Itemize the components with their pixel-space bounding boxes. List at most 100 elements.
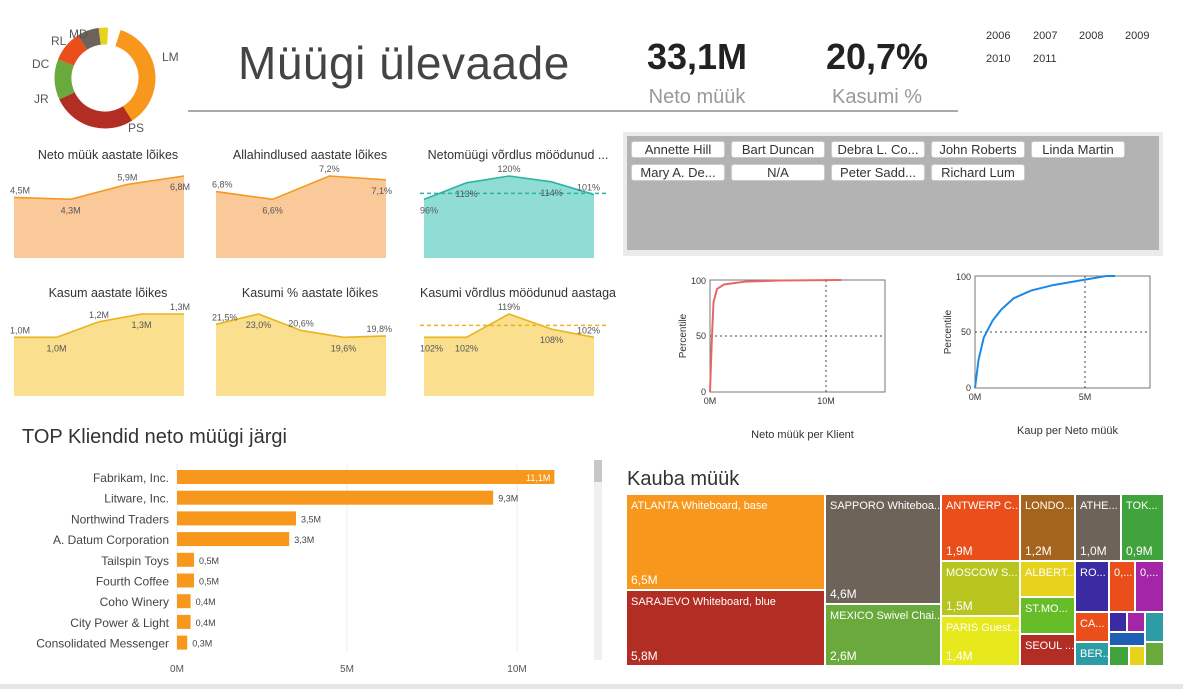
top-customers-svg: 0M 5M 10M Fabrikam, Inc. 11,1M Litware, Inc. 9… xyxy=(36,464,555,675)
treemap-cell-value: 0,9M xyxy=(1126,544,1153,558)
treemap-cell-11[interactable]: ST.MO... xyxy=(1020,597,1075,634)
percentile-svg-customer: 100 50 00M 10M Percentile Neto müük per Klien… xyxy=(678,276,886,441)
area-data-label: 102% xyxy=(455,343,478,353)
area-line xyxy=(423,175,595,201)
bar-value-label: 0,3M xyxy=(192,639,212,649)
slicer-item-richard-lum[interactable]: Richard Lum xyxy=(931,164,1025,181)
bar-category-label: Fourth Coffee xyxy=(96,575,169,589)
treemap-cell-14[interactable]: 0,... xyxy=(1109,561,1135,612)
year-2006[interactable]: 2006 xyxy=(986,30,1011,42)
ytick-50: 50 xyxy=(961,327,971,337)
slicer-item-john-roberts[interactable]: John Roberts xyxy=(931,141,1025,158)
area-chart-svg-1: 6,8% 6,6% 7,2% 7,1% xyxy=(212,164,392,258)
area-data-label: 6,8M xyxy=(170,182,190,192)
treemap-cell-name: CA... xyxy=(1080,618,1105,630)
treemap-cell-name: RO... xyxy=(1080,567,1106,579)
treemap-cell-10[interactable]: ALBERT... xyxy=(1020,561,1075,597)
bar-2 xyxy=(177,511,296,526)
treemap-cell-name: ATLANTA Whiteboard, base xyxy=(631,500,768,512)
area-chart-1[interactable]: Allahindlused aastate lõikes 6,8% 6,6% 7,2%… xyxy=(210,146,410,266)
area-data-label: 19,8% xyxy=(366,324,392,334)
treemap-cell-4[interactable]: ANTWERP C... 1,9M xyxy=(941,494,1020,561)
bar-value-label: 9,3M xyxy=(498,494,518,504)
y-axis-label: Percentile xyxy=(943,309,954,354)
donut-label-dc: DC xyxy=(32,57,50,71)
bar-category-label: A. Datum Corporation xyxy=(53,533,169,547)
scrollbar-thumb[interactable] xyxy=(594,460,602,482)
treemap-cell-13[interactable]: RO... xyxy=(1075,561,1109,612)
top-customers-scrollbar[interactable] xyxy=(594,460,602,660)
slicer-item-mary[interactable]: Mary A. De... xyxy=(631,164,725,181)
treemap-cell-small-5[interactable] xyxy=(1129,646,1145,666)
donut-slice-lm xyxy=(54,27,156,129)
percentile-chart-customer[interactable]: 100 50 0 0M 10M Percentile Neto müük per Klien… xyxy=(640,266,900,446)
top-customers-chart[interactable]: 0M 5M 10M Fabrikam, Inc. 11,1M Litware, Inc. 9… xyxy=(10,458,610,680)
ytick-100: 100 xyxy=(956,272,971,282)
slicer-item-debra[interactable]: Debra L. Co... xyxy=(831,141,925,158)
year-2007[interactable]: 2007 xyxy=(1033,30,1058,42)
bar-category-label: Coho Winery xyxy=(100,595,169,609)
top-customers-title: TOP Kliendid neto müügi järgi xyxy=(22,426,287,448)
bar-category-label: Fabrikam, Inc. xyxy=(93,471,169,485)
treemap-cell-name: ANTWERP C... xyxy=(946,500,1020,512)
donut-chart[interactable]: LM PS JR DC RL MD xyxy=(28,26,188,138)
donut-label-rl: RL xyxy=(51,34,67,48)
xtick: 0M xyxy=(704,396,717,406)
treemap-cell-9[interactable]: TOK... 0,9M xyxy=(1121,494,1164,561)
treemap-cell-1[interactable]: SARAJEVO Whiteboard, blue 5,8M xyxy=(626,590,825,666)
slicer-item-peter[interactable]: Peter Sadd... xyxy=(831,164,925,181)
year-2011[interactable]: 2011 xyxy=(1033,53,1057,65)
ytick-50: 50 xyxy=(696,331,706,341)
treemap-cell-12[interactable]: SEOUL ... xyxy=(1020,634,1075,666)
area-chart-2[interactable]: Netomüügi võrdlus möödunud ... 96% 113% 120… xyxy=(418,146,618,266)
treemap-cell-16[interactable]: CA... xyxy=(1075,612,1109,642)
year-2010[interactable]: 2010 xyxy=(986,53,1011,65)
area-chart-3[interactable]: Kasum aastate lõikes 1,0M 1,0M 1,2M 1,3M 1,3M xyxy=(8,284,208,404)
treemap-cell-8[interactable]: ATHE... 1,0M xyxy=(1075,494,1121,561)
treemap-cell-7[interactable]: LONDO... 1,2M xyxy=(1020,494,1075,561)
year-2008[interactable]: 2008 xyxy=(1079,30,1104,42)
area-fill xyxy=(216,176,386,258)
treemap-cell-small-2[interactable] xyxy=(1145,612,1164,642)
treemap-cell-2[interactable]: SAPPORO Whiteboa... 4,6M xyxy=(825,494,941,604)
year-2009[interactable]: 2009 xyxy=(1125,30,1150,42)
title-underline xyxy=(188,110,958,112)
treemap-cell-0[interactable]: ATLANTA Whiteboard, base 6,5M xyxy=(626,494,825,590)
area-data-label: 4,5M xyxy=(10,185,30,195)
area-data-label: 101% xyxy=(577,182,600,192)
treemap-cell-name: 0,... xyxy=(1140,567,1159,579)
treemap-cell-name: MEXICO Swivel Chai... xyxy=(830,610,941,622)
treemap[interactable]: ATLANTA Whiteboard, base 6,5M SARAJEVO Whi… xyxy=(626,494,1164,666)
area-line xyxy=(215,175,387,201)
percentile-chart-product[interactable]: 100 50 0 0M 5M Percentile Kaup per Neto müük xyxy=(905,262,1165,446)
treemap-cell-17[interactable]: BER... xyxy=(1075,642,1109,666)
area-chart-0[interactable]: Neto müük aastate lõikes 4,5M 4,3M 5,9M 6,8M xyxy=(8,146,208,266)
treemap-cell-small-4[interactable] xyxy=(1109,646,1129,666)
treemap-cell-small-3[interactable] xyxy=(1109,632,1145,646)
treemap-cell-6[interactable]: PARIS Guest... 1,4M xyxy=(941,616,1020,666)
treemap-cell-name: SEOUL ... xyxy=(1025,640,1075,652)
slicer-item-linda-martin[interactable]: Linda Martin xyxy=(1031,141,1125,158)
area-data-label: 5,9M xyxy=(117,172,137,182)
treemap-cell-name: ALBERT... xyxy=(1025,567,1075,579)
treemap-cell-3[interactable]: MEXICO Swivel Chai... 2,6M xyxy=(825,604,941,666)
treemap-cell-small-1[interactable] xyxy=(1127,612,1145,632)
area-chart-4[interactable]: Kasumi % aastate lõikes 21,5% 23,0% 20,6% 19… xyxy=(210,284,410,404)
slicer-item-bart-duncan[interactable]: Bart Duncan xyxy=(731,141,825,158)
slicer-item-na[interactable]: N/A xyxy=(731,164,825,181)
area-line xyxy=(14,313,184,339)
treemap-cell-name: 0,... xyxy=(1114,567,1133,579)
treemap-cell-5[interactable]: MOSCOW S... 1,5M xyxy=(941,561,1020,616)
area-data-label: 20,6% xyxy=(288,318,314,328)
slicer-item-annette-hill[interactable]: Annette Hill xyxy=(631,141,725,158)
x-tick: 10M xyxy=(507,664,526,675)
area-chart-title-5: Kasumi võrdlus möödunud aastaga xyxy=(420,286,616,300)
area-fill xyxy=(14,314,184,396)
area-data-label: 114% xyxy=(540,188,562,198)
treemap-cell-small-0[interactable] xyxy=(1109,612,1127,632)
treemap-cell-15[interactable]: 0,... xyxy=(1135,561,1164,612)
treemap-cell-small-6[interactable] xyxy=(1145,642,1164,666)
treemap-cell-name: MOSCOW S... xyxy=(946,567,1018,579)
area-chart-5[interactable]: Kasumi võrdlus möödunud aastaga 102% 102% 1… xyxy=(418,284,618,404)
area-data-label: 1,2M xyxy=(89,310,109,320)
